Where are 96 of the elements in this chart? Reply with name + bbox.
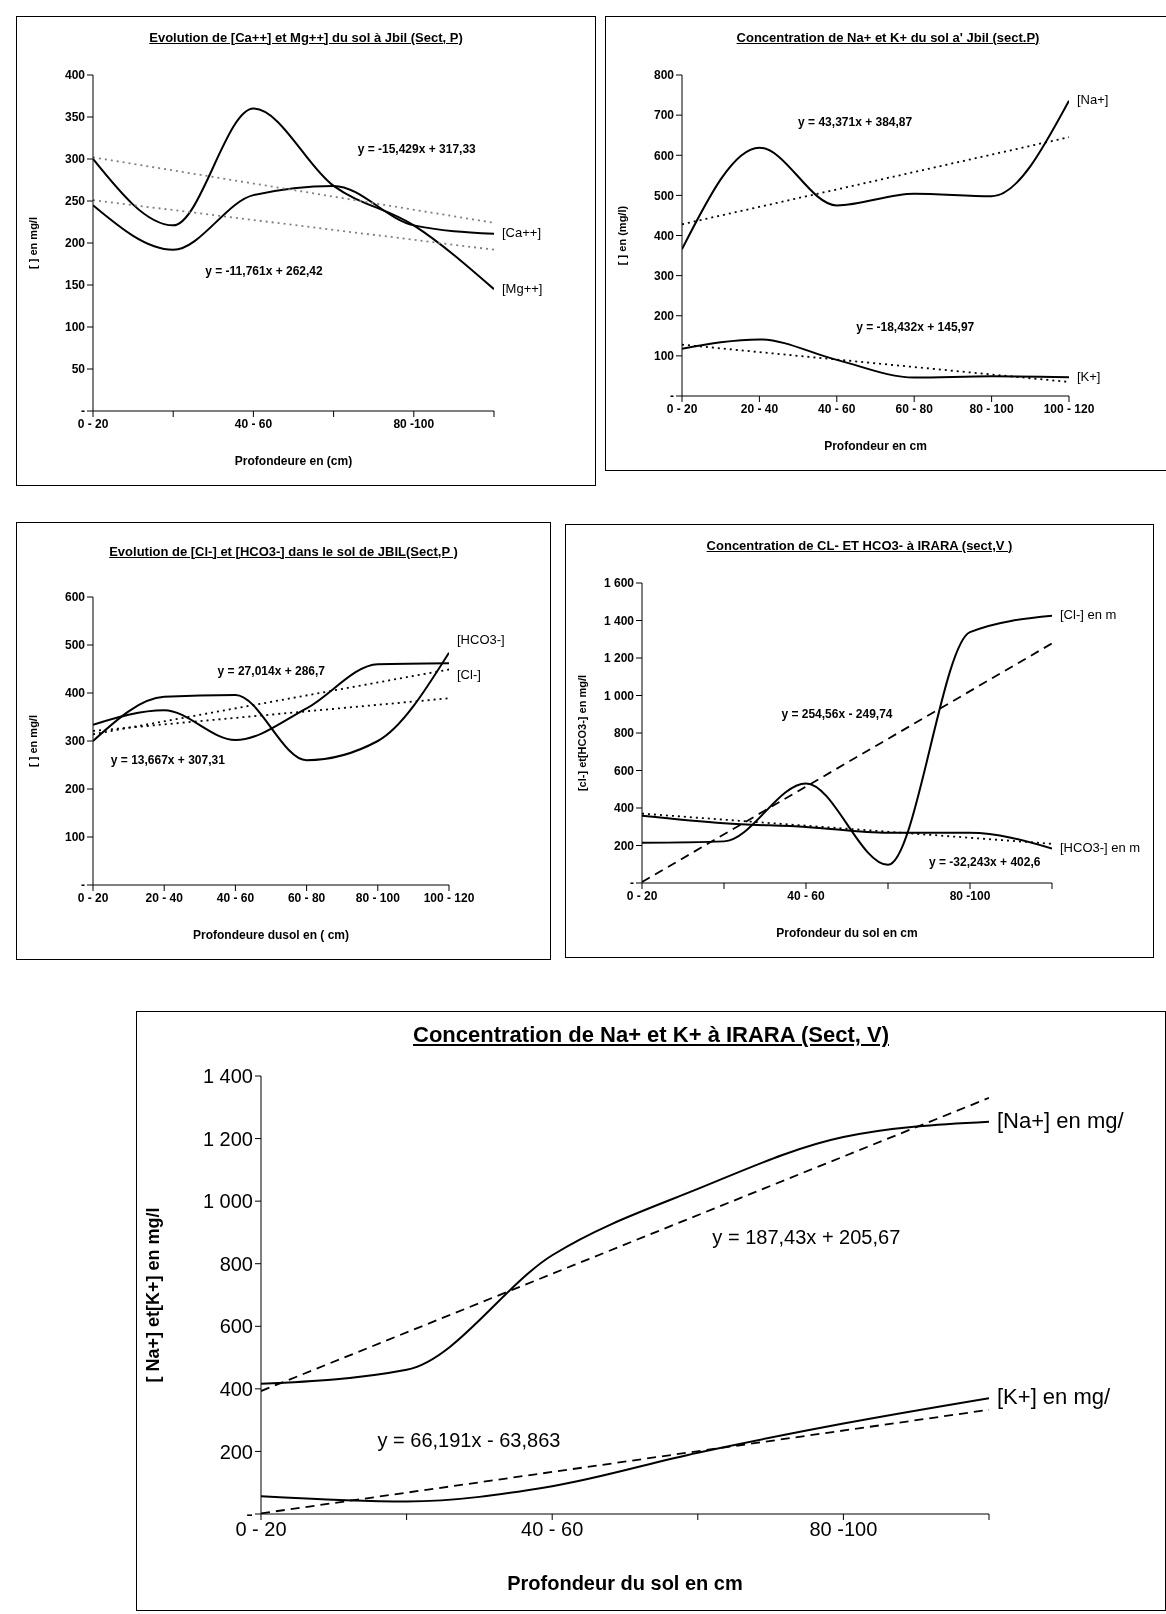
x-tick-label: 60 - 80	[287, 890, 326, 905]
series-label: [HCO3-]	[457, 632, 505, 648]
y-tick-label: 300	[64, 734, 86, 749]
series-label: [Na+]	[1077, 92, 1109, 108]
x-tick-label: 20 - 40	[145, 890, 184, 905]
x-axis-title: Profondeure dusol en ( cm)	[192, 928, 350, 942]
x-tick-label: 40 - 60	[521, 1518, 584, 1541]
y-tick-label: 350	[64, 110, 86, 125]
y-tick-label: 1 200	[202, 1127, 253, 1150]
x-tick-label: 0 - 20	[666, 401, 698, 416]
y-tick-label: 200	[613, 838, 635, 853]
annotation: y = -32,243x + 402,6	[929, 854, 1041, 869]
series-label: [Mg++]	[502, 280, 543, 296]
y-tick-label: 300	[653, 268, 675, 283]
y-tick-label: 200	[64, 782, 86, 797]
y-tick-label: 1 400	[202, 1065, 253, 1088]
y-axis-title: [ ] en mg/l	[26, 715, 39, 767]
y-axis-title: [ ] en mg/l	[26, 217, 39, 269]
annotation: y = -15,429x + 317,33	[357, 142, 476, 157]
x-tick-label: 80 - 100	[969, 401, 1014, 416]
y-tick-label: 1 000	[603, 688, 635, 703]
x-tick-label: 80 - 100	[355, 890, 401, 905]
x-tick-label: 100 - 120	[1043, 401, 1095, 416]
x-tick-label: 40 - 60	[234, 416, 273, 431]
x-tick-label: 0 - 20	[77, 890, 109, 905]
y-tick-label: 100	[653, 349, 675, 364]
chart-title: Evolution de [Cl-] et [HCO3-] dans le sol de JBIL(Sect,P )	[108, 542, 459, 561]
x-axis-title: Profondeure en (cm)	[234, 454, 353, 468]
y-tick-label: 500	[653, 188, 675, 203]
x-tick-label: 40 - 60	[787, 888, 826, 903]
x-tick-label: 40 - 60	[818, 401, 856, 416]
y-tick-label: 700	[653, 108, 675, 123]
y-tick-label: -	[81, 404, 85, 419]
x-axis-title: Profondeur du sol en cm	[776, 926, 918, 940]
chart-title: Concentration de Na+ et K+ à IRARA (Sect, V)	[412, 1021, 890, 1049]
annotation: y = 43,371x + 384,87	[798, 115, 913, 130]
y-tick-label: 250	[64, 194, 86, 209]
y-tick-label: 1 000	[202, 1190, 253, 1213]
annotation: y = -11,761x + 262,42	[205, 264, 323, 278]
y-tick-label: 100	[64, 320, 86, 335]
y-tick-label: 600	[219, 1315, 253, 1338]
y-tick-label: 400	[64, 68, 86, 83]
x-tick-label: 0 - 20	[626, 888, 658, 903]
x-tick-label: 60 - 80	[895, 401, 934, 416]
annotation: y = 27,014x + 286,7	[217, 664, 326, 679]
x-tick-label: 80 -100	[809, 1518, 878, 1541]
y-tick-label: 800	[653, 68, 675, 83]
y-tick-label: 500	[64, 638, 86, 653]
chart-title: Concentration de Na+ et K+ du sol a' Jbil (sect.P)	[735, 28, 1041, 47]
y-tick-label: 200	[64, 236, 86, 251]
y-tick-label: -	[630, 876, 634, 891]
series-label: [Ca++]	[502, 225, 542, 241]
y-tick-label: 800	[613, 726, 635, 741]
y-tick-label: 600	[64, 590, 86, 605]
x-tick-label: 80 -100	[949, 888, 991, 903]
y-tick-label: -	[670, 389, 674, 404]
annotation: y = 66,191x - 63,863	[377, 1429, 561, 1453]
y-tick-label: 600	[653, 148, 675, 163]
y-tick-label: 50	[71, 362, 86, 377]
y-tick-label: 150	[64, 278, 86, 293]
y-tick-label: 300	[64, 152, 86, 167]
y-tick-label: 600	[613, 763, 635, 778]
y-tick-label: 400	[653, 228, 675, 243]
annotation: y = 254,56x - 249,74	[781, 706, 893, 721]
y-axis-title: [cl-] et[HCO3-] en mg/l	[575, 674, 588, 792]
y-tick-label: -	[81, 878, 85, 893]
y-axis-title: [ ] en (mg/l)	[615, 205, 628, 266]
y-tick-label: 1 600	[603, 576, 635, 591]
annotation: y = 187,43x + 205,67	[712, 1226, 901, 1250]
series-label: [Cl-]	[457, 666, 481, 682]
y-tick-label: 800	[219, 1252, 253, 1275]
series-label: [Cl-] en m	[1060, 607, 1117, 623]
y-tick-label: 400	[613, 801, 635, 816]
chart-title: Concentration de CL- ET HCO3- à IRARA (sect,V )	[705, 536, 1014, 555]
y-tick-label: 100	[64, 830, 86, 845]
y-tick-label: 200	[219, 1440, 253, 1463]
chart-title: Evolution de [Ca++] et Mg++] du sol à Jbil (Sect, P)	[148, 28, 464, 47]
y-tick-label: 200	[653, 309, 675, 324]
annotation: y = -18,432x + 145,97	[856, 319, 975, 334]
x-axis-title: Profondeur en cm	[824, 439, 927, 453]
y-tick-label: 1 400	[603, 613, 635, 628]
y-tick-label: 1 200	[603, 651, 635, 666]
x-tick-label: 0 - 20	[77, 416, 109, 431]
x-axis-title: Profondeur du sol en cm	[507, 1572, 743, 1594]
y-tick-label: 400	[219, 1377, 253, 1400]
x-tick-label: 20 - 40	[740, 401, 779, 416]
series-label: [Na+] en mg/	[997, 1107, 1124, 1134]
annotation: y = 13,667x + 307,31	[110, 753, 225, 768]
x-tick-label: 100 - 120	[423, 890, 475, 905]
y-tick-label: 400	[64, 686, 86, 701]
series-label: [HCO3-] en m	[1060, 840, 1141, 856]
x-tick-label: 80 -100	[393, 416, 435, 431]
series-label: [K+]	[1077, 368, 1101, 384]
x-tick-label: 40 - 60	[216, 890, 255, 905]
y-axis-title: [ Na+] et[K+] en mg/l	[143, 1207, 164, 1383]
series-label: [K+] en mg/	[997, 1384, 1111, 1411]
